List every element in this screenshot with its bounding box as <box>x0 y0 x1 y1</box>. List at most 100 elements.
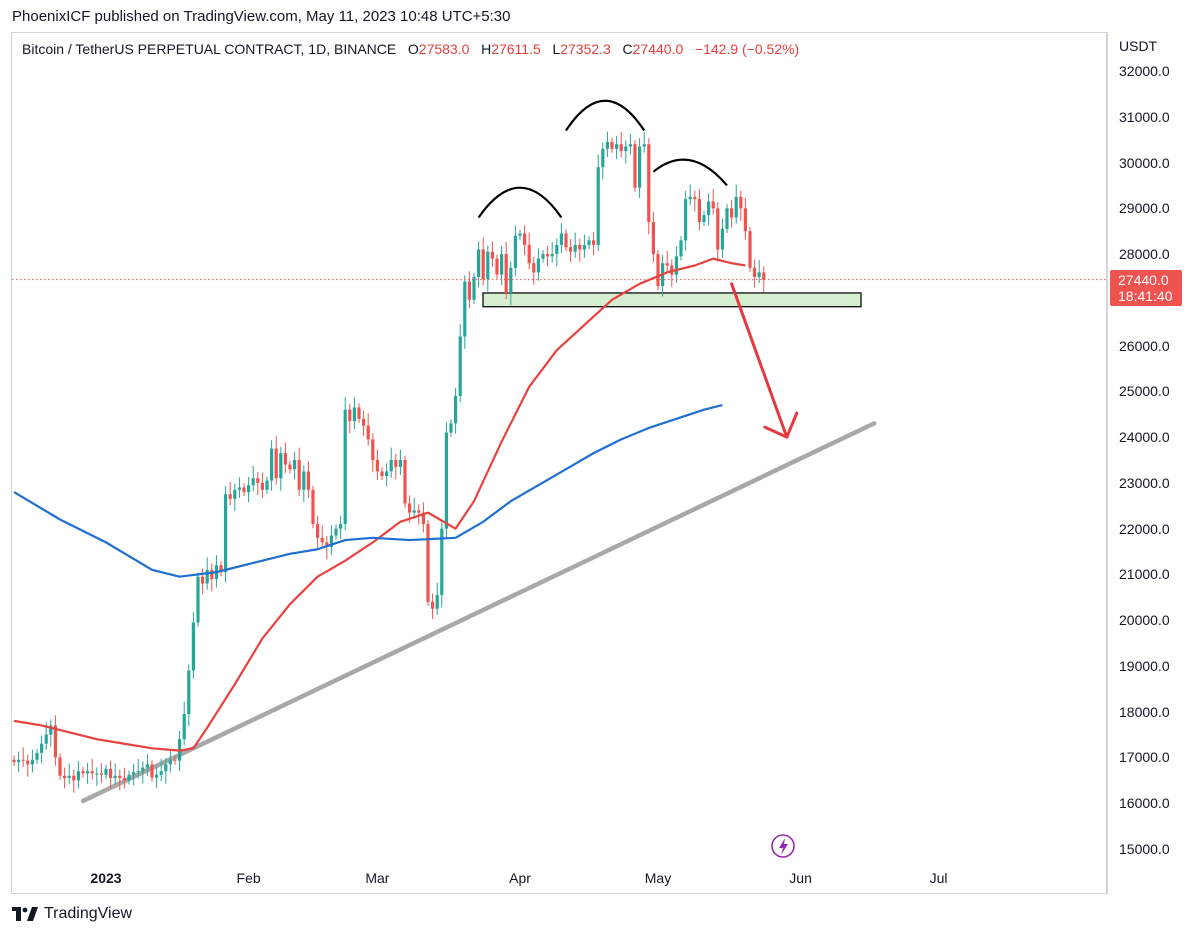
candle-body <box>486 251 490 280</box>
candle-body <box>394 460 398 467</box>
candle-body <box>619 144 623 152</box>
candle-body <box>546 254 550 257</box>
candle-body <box>610 141 614 149</box>
candle-body <box>403 460 407 504</box>
candle-body <box>76 771 80 781</box>
candle-body <box>293 460 297 470</box>
candle-body <box>320 537 324 543</box>
pattern-arc <box>652 158 728 187</box>
last-price-tag: 27440.0 18:41:40 <box>1110 270 1182 306</box>
fast-moving-average-line <box>13 257 746 752</box>
chart-pane[interactable] <box>11 32 1107 894</box>
support-zone-layer <box>482 292 862 308</box>
candle-body <box>168 759 172 765</box>
candle-body <box>408 503 412 513</box>
y-tick-label: 16000.0 <box>1119 795 1170 812</box>
candle-body <box>17 759 21 763</box>
candle-body <box>435 595 439 609</box>
candle-body <box>210 569 214 579</box>
price-axis-divider <box>1107 32 1108 894</box>
y-tick-label: 32000.0 <box>1119 63 1170 79</box>
y-tick-label: 23000.0 <box>1119 474 1170 491</box>
candle-body <box>26 760 30 765</box>
candle-body <box>118 775 122 779</box>
moving-average-layer <box>13 257 746 752</box>
candle-body <box>53 725 57 758</box>
candle-body <box>288 464 292 470</box>
candle-body <box>109 768 113 779</box>
candle-body <box>495 258 499 275</box>
ascending-trendline <box>80 421 877 804</box>
candle-body <box>233 489 237 499</box>
candle-body <box>628 144 632 147</box>
candle-body <box>251 478 255 486</box>
candle-body <box>334 528 338 536</box>
y-tick-label: 22000.0 <box>1119 520 1170 537</box>
x-tick-label: May <box>644 870 672 886</box>
candle-body <box>247 485 251 493</box>
legend-low: 27352.3 <box>560 41 611 57</box>
candle-body <box>477 249 481 277</box>
y-tick-label: 29000.0 <box>1119 200 1170 217</box>
y-tick-label: 19000.0 <box>1119 657 1170 674</box>
candle-body <box>90 771 94 774</box>
candle-body <box>748 231 752 268</box>
candle-body <box>343 409 347 525</box>
candle-body <box>49 725 53 735</box>
candle-body <box>191 622 195 671</box>
candle-body <box>707 201 711 216</box>
candle-body <box>605 141 609 149</box>
candle-body <box>541 254 545 259</box>
candle-body <box>412 510 416 513</box>
candle-body <box>555 244 559 255</box>
legend-high: 27611.5 <box>491 41 541 57</box>
candle-body <box>63 775 67 779</box>
candle-body <box>587 240 591 245</box>
candle-body <box>265 480 269 490</box>
candle-body <box>573 244 577 252</box>
candle-body <box>362 418 366 426</box>
x-tick-label: Mar <box>365 870 390 886</box>
support-zone <box>482 292 862 308</box>
candle-body <box>472 276 476 300</box>
candle-body <box>72 775 76 781</box>
candle-body <box>40 743 44 753</box>
candle-body <box>150 764 154 778</box>
candle-body <box>366 425 370 440</box>
pattern-arc <box>565 99 646 132</box>
legend-open-key: O <box>407 41 419 57</box>
candle-body <box>187 670 191 714</box>
y-tick-label: 24000.0 <box>1119 429 1170 446</box>
candle-body <box>720 228 724 250</box>
tradingview-branding[interactable]: TradingView <box>12 905 132 923</box>
candle-body <box>302 471 306 490</box>
candle-body <box>260 482 264 490</box>
candle-body <box>711 201 715 209</box>
lightning-badge-icon <box>771 834 795 858</box>
legend-close-key: C <box>622 41 633 57</box>
candle-body <box>122 778 126 781</box>
candle-body <box>467 281 471 300</box>
candle-body <box>702 215 706 223</box>
candle-body <box>651 222 655 255</box>
candle-body <box>228 494 232 499</box>
candle-body <box>398 460 402 467</box>
candle-body <box>274 448 278 479</box>
candle-body <box>237 487 241 490</box>
candle-body <box>730 208 734 218</box>
candle-body <box>306 471 310 490</box>
candle-body <box>155 774 159 778</box>
x-tick-label: Feb <box>236 870 261 886</box>
candle-body <box>385 471 389 477</box>
candle-body <box>421 512 425 525</box>
legend-low-key: L <box>552 41 561 57</box>
candle-body <box>481 249 485 280</box>
legend-symbol: Bitcoin / TetherUS PERPETUAL CONTRACT, 1… <box>22 41 397 57</box>
candle-body <box>633 144 637 188</box>
candle-body <box>725 208 729 229</box>
candle-body <box>458 336 462 396</box>
candle-body <box>762 272 766 280</box>
y-tick-label: 28000.0 <box>1119 246 1170 263</box>
candle-body <box>132 772 136 775</box>
